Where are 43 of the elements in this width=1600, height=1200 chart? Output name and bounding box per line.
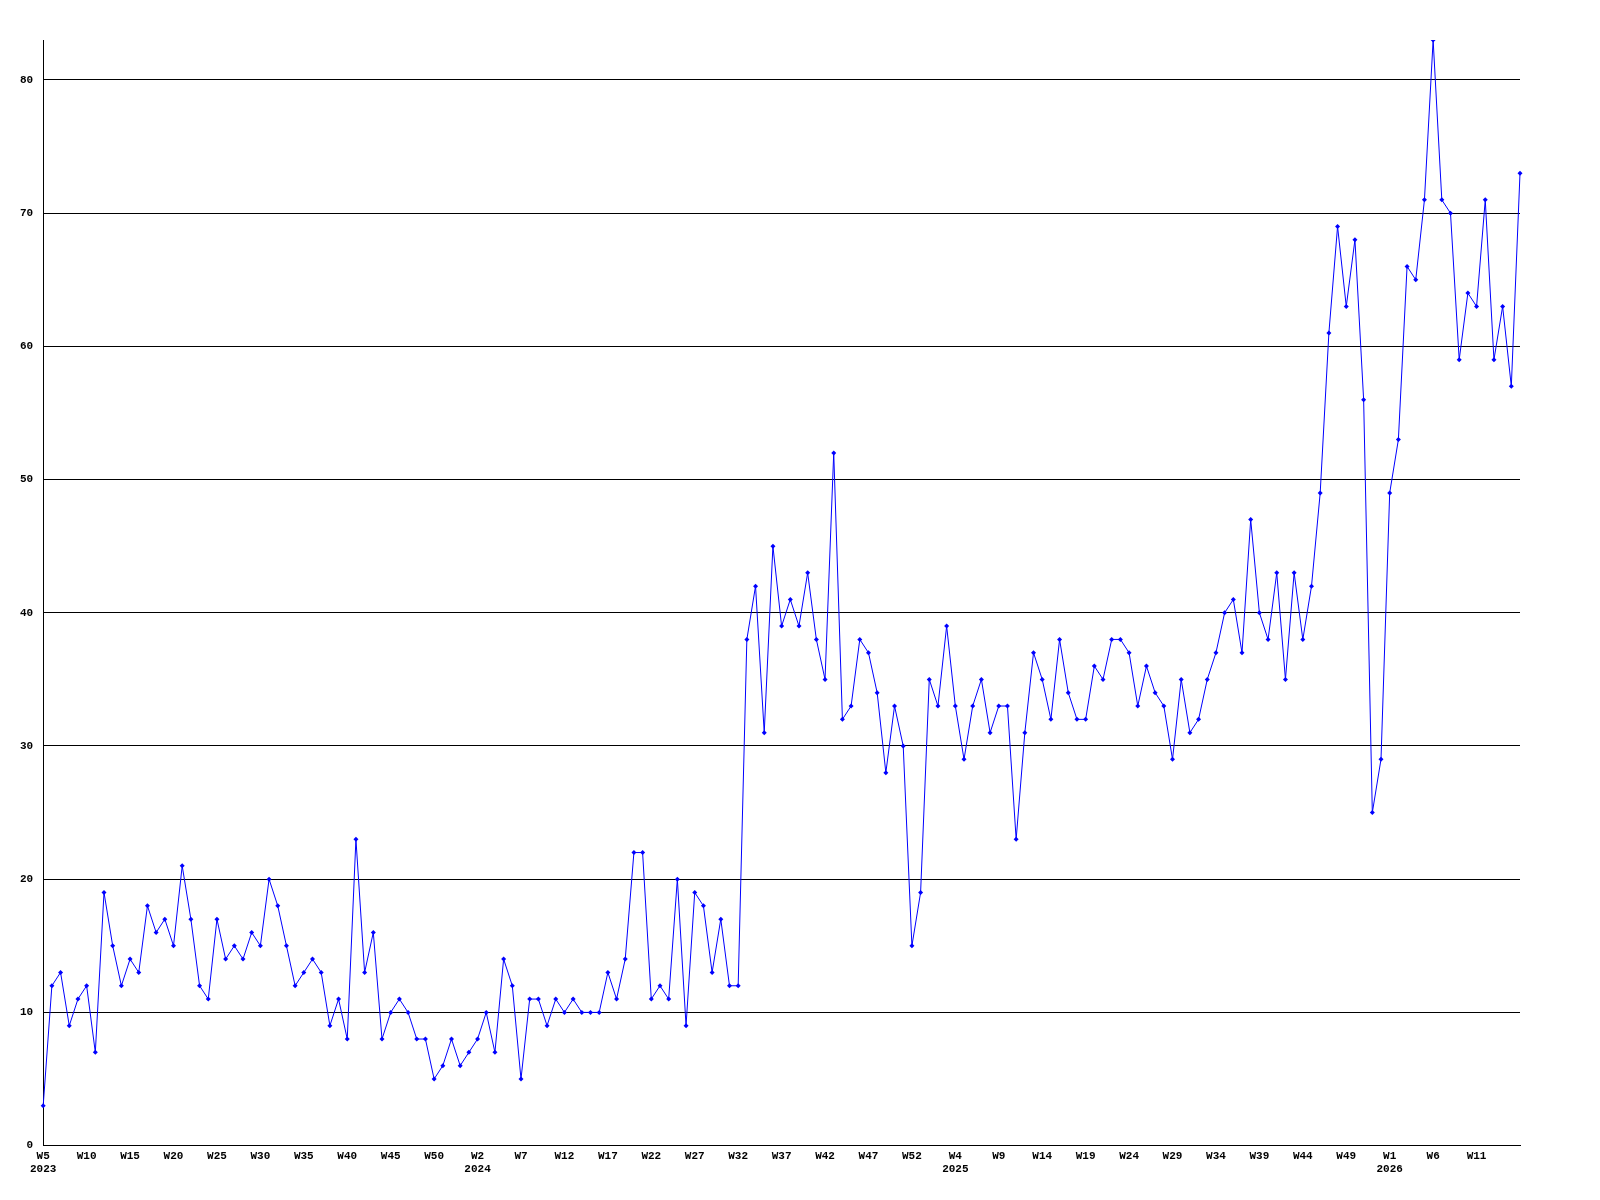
x-tick-label: W12 <box>554 1149 575 1162</box>
x-tick-label: W39 <box>1249 1149 1270 1162</box>
y-tick-label: 20 <box>20 872 34 885</box>
x-tick-label: W30 <box>250 1149 271 1162</box>
x-tick-label: W40 <box>337 1149 358 1162</box>
x-tick-label: W47 <box>858 1149 879 1162</box>
x-tick-label: W5 2023 <box>30 1149 57 1176</box>
x-tick-label: W32 <box>728 1149 749 1162</box>
y-tick-label: 0 <box>26 1139 34 1152</box>
x-tick-label: W25 <box>207 1149 228 1162</box>
x-tick-label: W19 <box>1075 1149 1096 1162</box>
x-tick-label: W11 <box>1466 1149 1487 1162</box>
x-tick-label: W7 <box>514 1149 528 1162</box>
x-tick-label: W45 <box>380 1149 401 1162</box>
x-tick-label: W10 <box>76 1149 97 1162</box>
x-tick-label: W9 <box>992 1149 1006 1162</box>
x-tick-label: W17 <box>597 1149 618 1162</box>
y-tick-label: 30 <box>20 739 34 752</box>
x-tick-label: W44 <box>1292 1149 1314 1162</box>
x-tick-label: W2 2024 <box>464 1149 492 1176</box>
x-tick-label: W50 <box>424 1149 445 1162</box>
x-tick-label: W37 <box>771 1149 792 1162</box>
x-tick-label: W4 2025 <box>942 1149 969 1176</box>
y-tick-label: 10 <box>20 1006 34 1019</box>
x-tick-label: W14 <box>1032 1149 1053 1162</box>
x-tick-label: W34 <box>1206 1149 1227 1162</box>
y-tick-label: 60 <box>20 340 34 353</box>
x-tick-label: W49 <box>1336 1149 1357 1162</box>
x-tick-label: W27 <box>684 1149 705 1162</box>
x-tick-label: W1 2026 <box>1376 1149 1403 1176</box>
y-tick-label: 50 <box>20 473 34 486</box>
x-tick-label: W15 <box>120 1149 141 1162</box>
x-tick-label: W24 <box>1119 1149 1140 1162</box>
x-tick-label: W22 <box>641 1149 662 1162</box>
x-tick-label: W35 <box>293 1149 315 1162</box>
x-tick-label: W29 <box>1162 1149 1183 1162</box>
y-tick-label: 70 <box>20 206 34 219</box>
y-tick-label: 40 <box>20 606 34 619</box>
y-tick-label: 80 <box>20 73 34 86</box>
x-tick-label: W52 <box>902 1149 922 1162</box>
x-tick-label: W20 <box>163 1149 184 1162</box>
x-tick-label: W6 <box>1426 1149 1440 1162</box>
x-tick-label: W42 <box>815 1149 835 1162</box>
